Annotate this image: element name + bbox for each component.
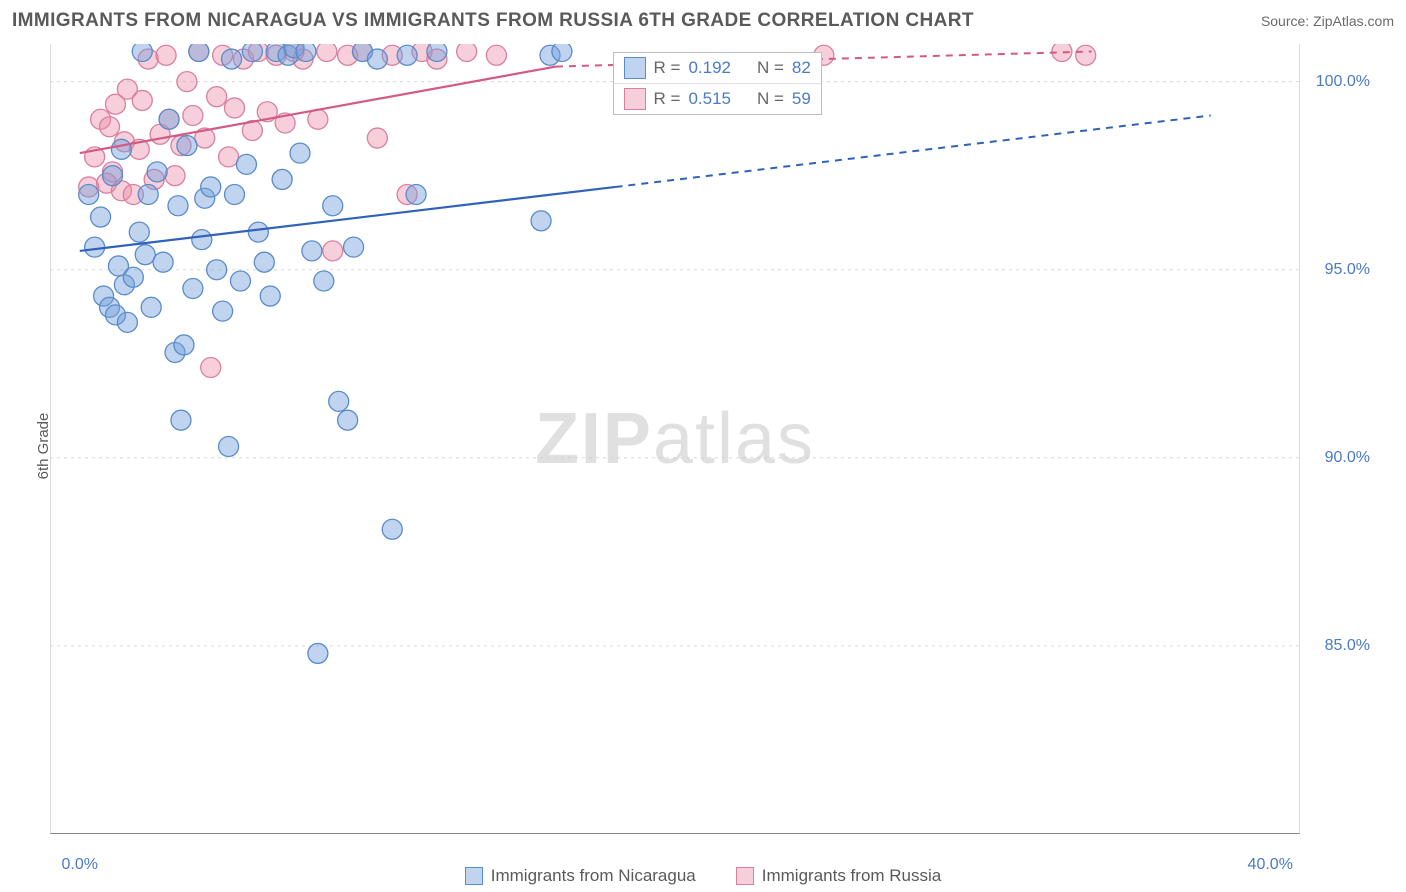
data-point xyxy=(135,245,155,265)
legend-swatch-icon xyxy=(736,867,754,885)
data-point xyxy=(85,237,105,257)
data-point xyxy=(192,230,212,250)
data-point xyxy=(308,643,328,663)
data-point xyxy=(254,252,274,272)
y-tick-label: 95.0% xyxy=(1325,261,1370,279)
data-point xyxy=(91,207,111,227)
y-tick-label: 85.0% xyxy=(1325,637,1370,655)
data-point xyxy=(308,109,328,129)
data-point xyxy=(225,98,245,118)
data-point xyxy=(344,237,364,257)
data-point xyxy=(177,72,197,92)
data-point xyxy=(225,184,245,204)
data-point xyxy=(156,45,176,65)
stat-N-value: 82 xyxy=(792,58,811,78)
data-point xyxy=(165,166,185,186)
data-point xyxy=(219,437,239,457)
data-point xyxy=(222,49,242,69)
trend-line xyxy=(80,67,556,154)
legend-label: Immigrants from Russia xyxy=(762,866,941,886)
data-point xyxy=(177,136,197,156)
data-point xyxy=(138,184,158,204)
data-point xyxy=(171,410,191,430)
data-point xyxy=(117,312,137,332)
data-point xyxy=(174,335,194,355)
data-point xyxy=(397,45,417,65)
legend-item-nicaragua: Immigrants from Nicaragua xyxy=(465,866,696,886)
data-point xyxy=(147,162,167,182)
data-point xyxy=(296,44,316,62)
data-point xyxy=(207,87,227,107)
data-point xyxy=(100,117,120,137)
data-point xyxy=(242,44,262,62)
legend-item-russia: Immigrants from Russia xyxy=(736,866,941,886)
data-point xyxy=(302,241,322,261)
data-point xyxy=(382,519,402,539)
data-point xyxy=(367,128,387,148)
stats-row: R = 0.192 N = 82 xyxy=(614,53,821,84)
stat-R-label: R = xyxy=(654,89,681,109)
data-point xyxy=(367,49,387,69)
chart-title: IMMIGRANTS FROM NICARAGUA VS IMMIGRANTS … xyxy=(12,10,974,32)
data-point xyxy=(132,44,152,62)
stats-swatch-icon xyxy=(624,88,646,110)
data-point xyxy=(111,139,131,159)
data-point xyxy=(314,271,334,291)
data-point xyxy=(323,241,343,261)
data-point xyxy=(201,358,221,378)
data-point xyxy=(201,177,221,197)
stats-legend: R = 0.192 N = 82 R = 0.515 N = 59 xyxy=(613,52,822,115)
data-point xyxy=(531,211,551,231)
data-point xyxy=(338,410,358,430)
y-tick-label: 90.0% xyxy=(1325,449,1370,467)
data-point xyxy=(457,44,477,62)
stats-row: R = 0.515 N = 59 xyxy=(614,84,821,114)
stat-N-value: 59 xyxy=(792,89,811,109)
data-point xyxy=(406,184,426,204)
data-point xyxy=(427,44,447,62)
legend-label: Immigrants from Nicaragua xyxy=(491,866,696,886)
data-point xyxy=(103,166,123,186)
trend-line-dashed xyxy=(615,115,1210,186)
stat-R-value: 0.192 xyxy=(688,58,731,78)
data-point xyxy=(1076,45,1096,65)
data-point xyxy=(552,44,572,62)
stat-R-label: R = xyxy=(654,58,681,78)
data-point xyxy=(132,90,152,110)
data-point xyxy=(317,44,337,62)
data-point xyxy=(79,184,99,204)
data-point xyxy=(159,109,179,129)
data-point xyxy=(183,279,203,299)
data-point xyxy=(323,196,343,216)
data-point xyxy=(219,147,239,167)
data-point xyxy=(236,154,256,174)
data-point xyxy=(123,267,143,287)
y-tick-label: 100.0% xyxy=(1316,73,1370,91)
plot-area: ZIPatlas 85.0%90.0%95.0%100.0% R = 0.192… xyxy=(50,44,1300,834)
data-point xyxy=(189,44,209,62)
legend-swatch-icon xyxy=(465,867,483,885)
stats-swatch-icon xyxy=(624,57,646,79)
data-point xyxy=(141,297,161,317)
data-point xyxy=(272,169,292,189)
source-label: Source: ZipAtlas.com xyxy=(1261,13,1394,29)
data-point xyxy=(290,143,310,163)
data-point xyxy=(207,260,227,280)
data-point xyxy=(213,301,233,321)
data-point xyxy=(230,271,250,291)
data-point xyxy=(168,196,188,216)
stat-N-label: N = xyxy=(757,58,784,78)
stat-R-value: 0.515 xyxy=(688,89,731,109)
data-point xyxy=(183,105,203,125)
data-point xyxy=(329,391,349,411)
data-point xyxy=(129,222,149,242)
bottom-legend: Immigrants from Nicaragua Immigrants fro… xyxy=(0,866,1406,886)
data-point xyxy=(260,286,280,306)
data-point xyxy=(248,222,268,242)
stat-N-label: N = xyxy=(757,89,784,109)
data-point xyxy=(486,45,506,65)
data-point xyxy=(153,252,173,272)
